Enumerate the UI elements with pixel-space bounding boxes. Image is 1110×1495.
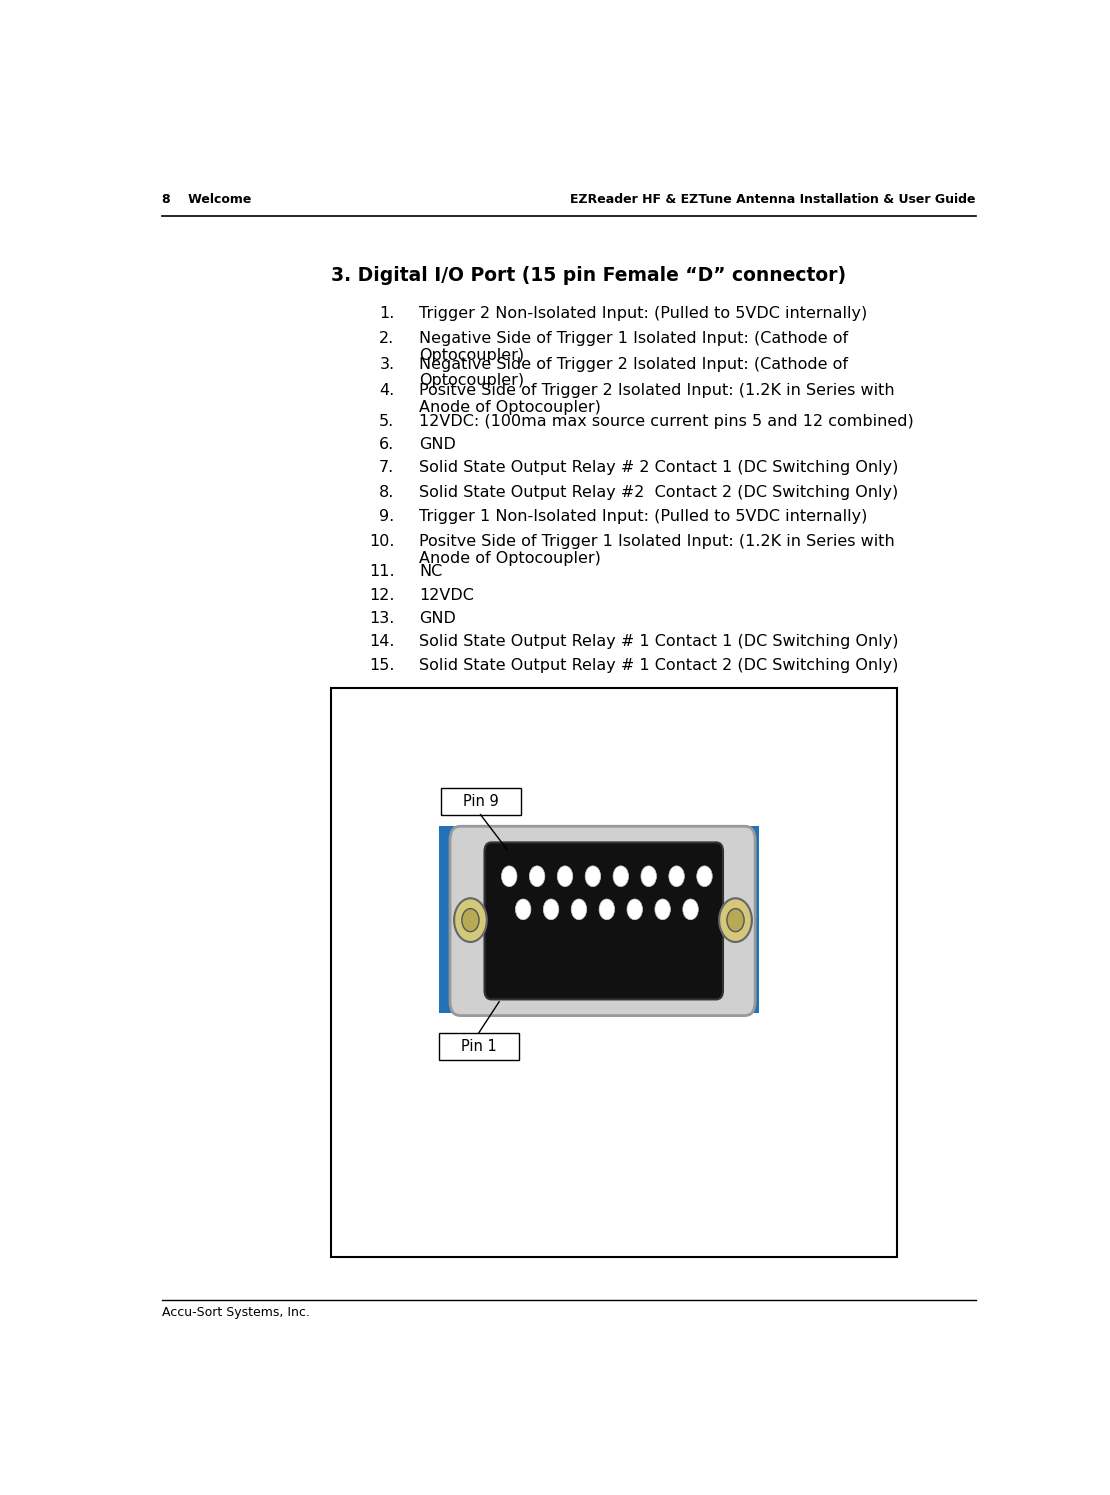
FancyBboxPatch shape (450, 827, 755, 1015)
Text: 12VDC: 12VDC (420, 588, 474, 602)
Text: Positve Side of Trigger 2 Isolated Input: (1.2K in Series with: Positve Side of Trigger 2 Isolated Input… (420, 383, 895, 399)
Bar (441, 788, 521, 815)
Circle shape (515, 898, 531, 919)
Text: 5.: 5. (380, 414, 394, 429)
Text: 7.: 7. (380, 460, 394, 475)
Text: Accu-Sort Systems, Inc.: Accu-Sort Systems, Inc. (162, 1307, 310, 1319)
Circle shape (454, 898, 487, 942)
Text: Negative Side of Trigger 1 Isolated Input: (Cathode of: Negative Side of Trigger 1 Isolated Inpu… (420, 330, 848, 345)
Text: 6.: 6. (380, 438, 394, 453)
Circle shape (727, 909, 744, 931)
Circle shape (502, 866, 517, 887)
Text: EZReader HF & EZTune Antenna Installation & User Guide: EZReader HF & EZTune Antenna Installatio… (571, 193, 976, 206)
Text: GND: GND (420, 438, 456, 453)
Circle shape (697, 866, 713, 887)
Text: Anode of Optocoupler): Anode of Optocoupler) (420, 401, 602, 416)
Text: 8    Welcome: 8 Welcome (162, 193, 251, 206)
Circle shape (529, 866, 545, 887)
Text: Solid State Output Relay #2  Contact 2 (DC Switching Only): Solid State Output Relay #2 Contact 2 (D… (420, 484, 899, 501)
Text: 15.: 15. (369, 658, 394, 673)
Text: 12.: 12. (369, 588, 394, 602)
Text: Pin 9: Pin 9 (463, 794, 498, 809)
Text: 1.: 1. (380, 306, 394, 321)
FancyBboxPatch shape (484, 842, 723, 1000)
Text: 11.: 11. (369, 565, 394, 580)
Circle shape (655, 898, 670, 919)
Circle shape (599, 898, 615, 919)
Circle shape (462, 909, 480, 931)
Text: Trigger 1 Non-Isolated Input: (Pulled to 5VDC internally): Trigger 1 Non-Isolated Input: (Pulled to… (420, 508, 868, 523)
Text: 8.: 8. (380, 484, 394, 501)
Text: Solid State Output Relay # 1 Contact 1 (DC Switching Only): Solid State Output Relay # 1 Contact 1 (… (420, 634, 899, 649)
Text: Positve Side of Trigger 1 Isolated Input: (1.2K in Series with: Positve Side of Trigger 1 Isolated Input… (420, 534, 895, 549)
Circle shape (627, 898, 643, 919)
Text: 4.: 4. (380, 383, 394, 399)
Circle shape (683, 898, 698, 919)
Circle shape (572, 898, 587, 919)
Text: Optocoupler): Optocoupler) (420, 348, 524, 363)
Text: 10.: 10. (369, 534, 394, 549)
Circle shape (613, 866, 628, 887)
Circle shape (669, 866, 685, 887)
Circle shape (543, 898, 558, 919)
Text: Anode of Optocoupler): Anode of Optocoupler) (420, 550, 602, 565)
Bar (440, 827, 759, 1012)
Text: Solid State Output Relay # 1 Contact 2 (DC Switching Only): Solid State Output Relay # 1 Contact 2 (… (420, 658, 899, 673)
Circle shape (557, 866, 573, 887)
Circle shape (719, 898, 751, 942)
Bar (331, 688, 897, 1257)
Text: GND: GND (420, 610, 456, 625)
Text: 2.: 2. (380, 330, 394, 345)
Text: 3.: 3. (380, 356, 394, 371)
Text: 13.: 13. (370, 610, 394, 625)
Text: NC: NC (420, 565, 443, 580)
Circle shape (585, 866, 601, 887)
Bar (440, 1033, 518, 1060)
Circle shape (640, 866, 656, 887)
Text: 12VDC: (100ma max source current pins 5 and 12 combined): 12VDC: (100ma max source current pins 5 … (420, 414, 914, 429)
Text: Negative Side of Trigger 2 Isolated Input: (Cathode of: Negative Side of Trigger 2 Isolated Inpu… (420, 356, 848, 371)
Text: 9.: 9. (380, 508, 394, 523)
Text: 3. Digital I/O Port (15 pin Female “D” connector): 3. Digital I/O Port (15 pin Female “D” c… (331, 266, 846, 284)
Text: 14.: 14. (369, 634, 394, 649)
Text: Solid State Output Relay # 2 Contact 1 (DC Switching Only): Solid State Output Relay # 2 Contact 1 (… (420, 460, 899, 475)
Text: Trigger 2 Non-Isolated Input: (Pulled to 5VDC internally): Trigger 2 Non-Isolated Input: (Pulled to… (420, 306, 868, 321)
Text: Optocoupler): Optocoupler) (420, 374, 524, 389)
Text: Pin 1: Pin 1 (461, 1039, 497, 1054)
